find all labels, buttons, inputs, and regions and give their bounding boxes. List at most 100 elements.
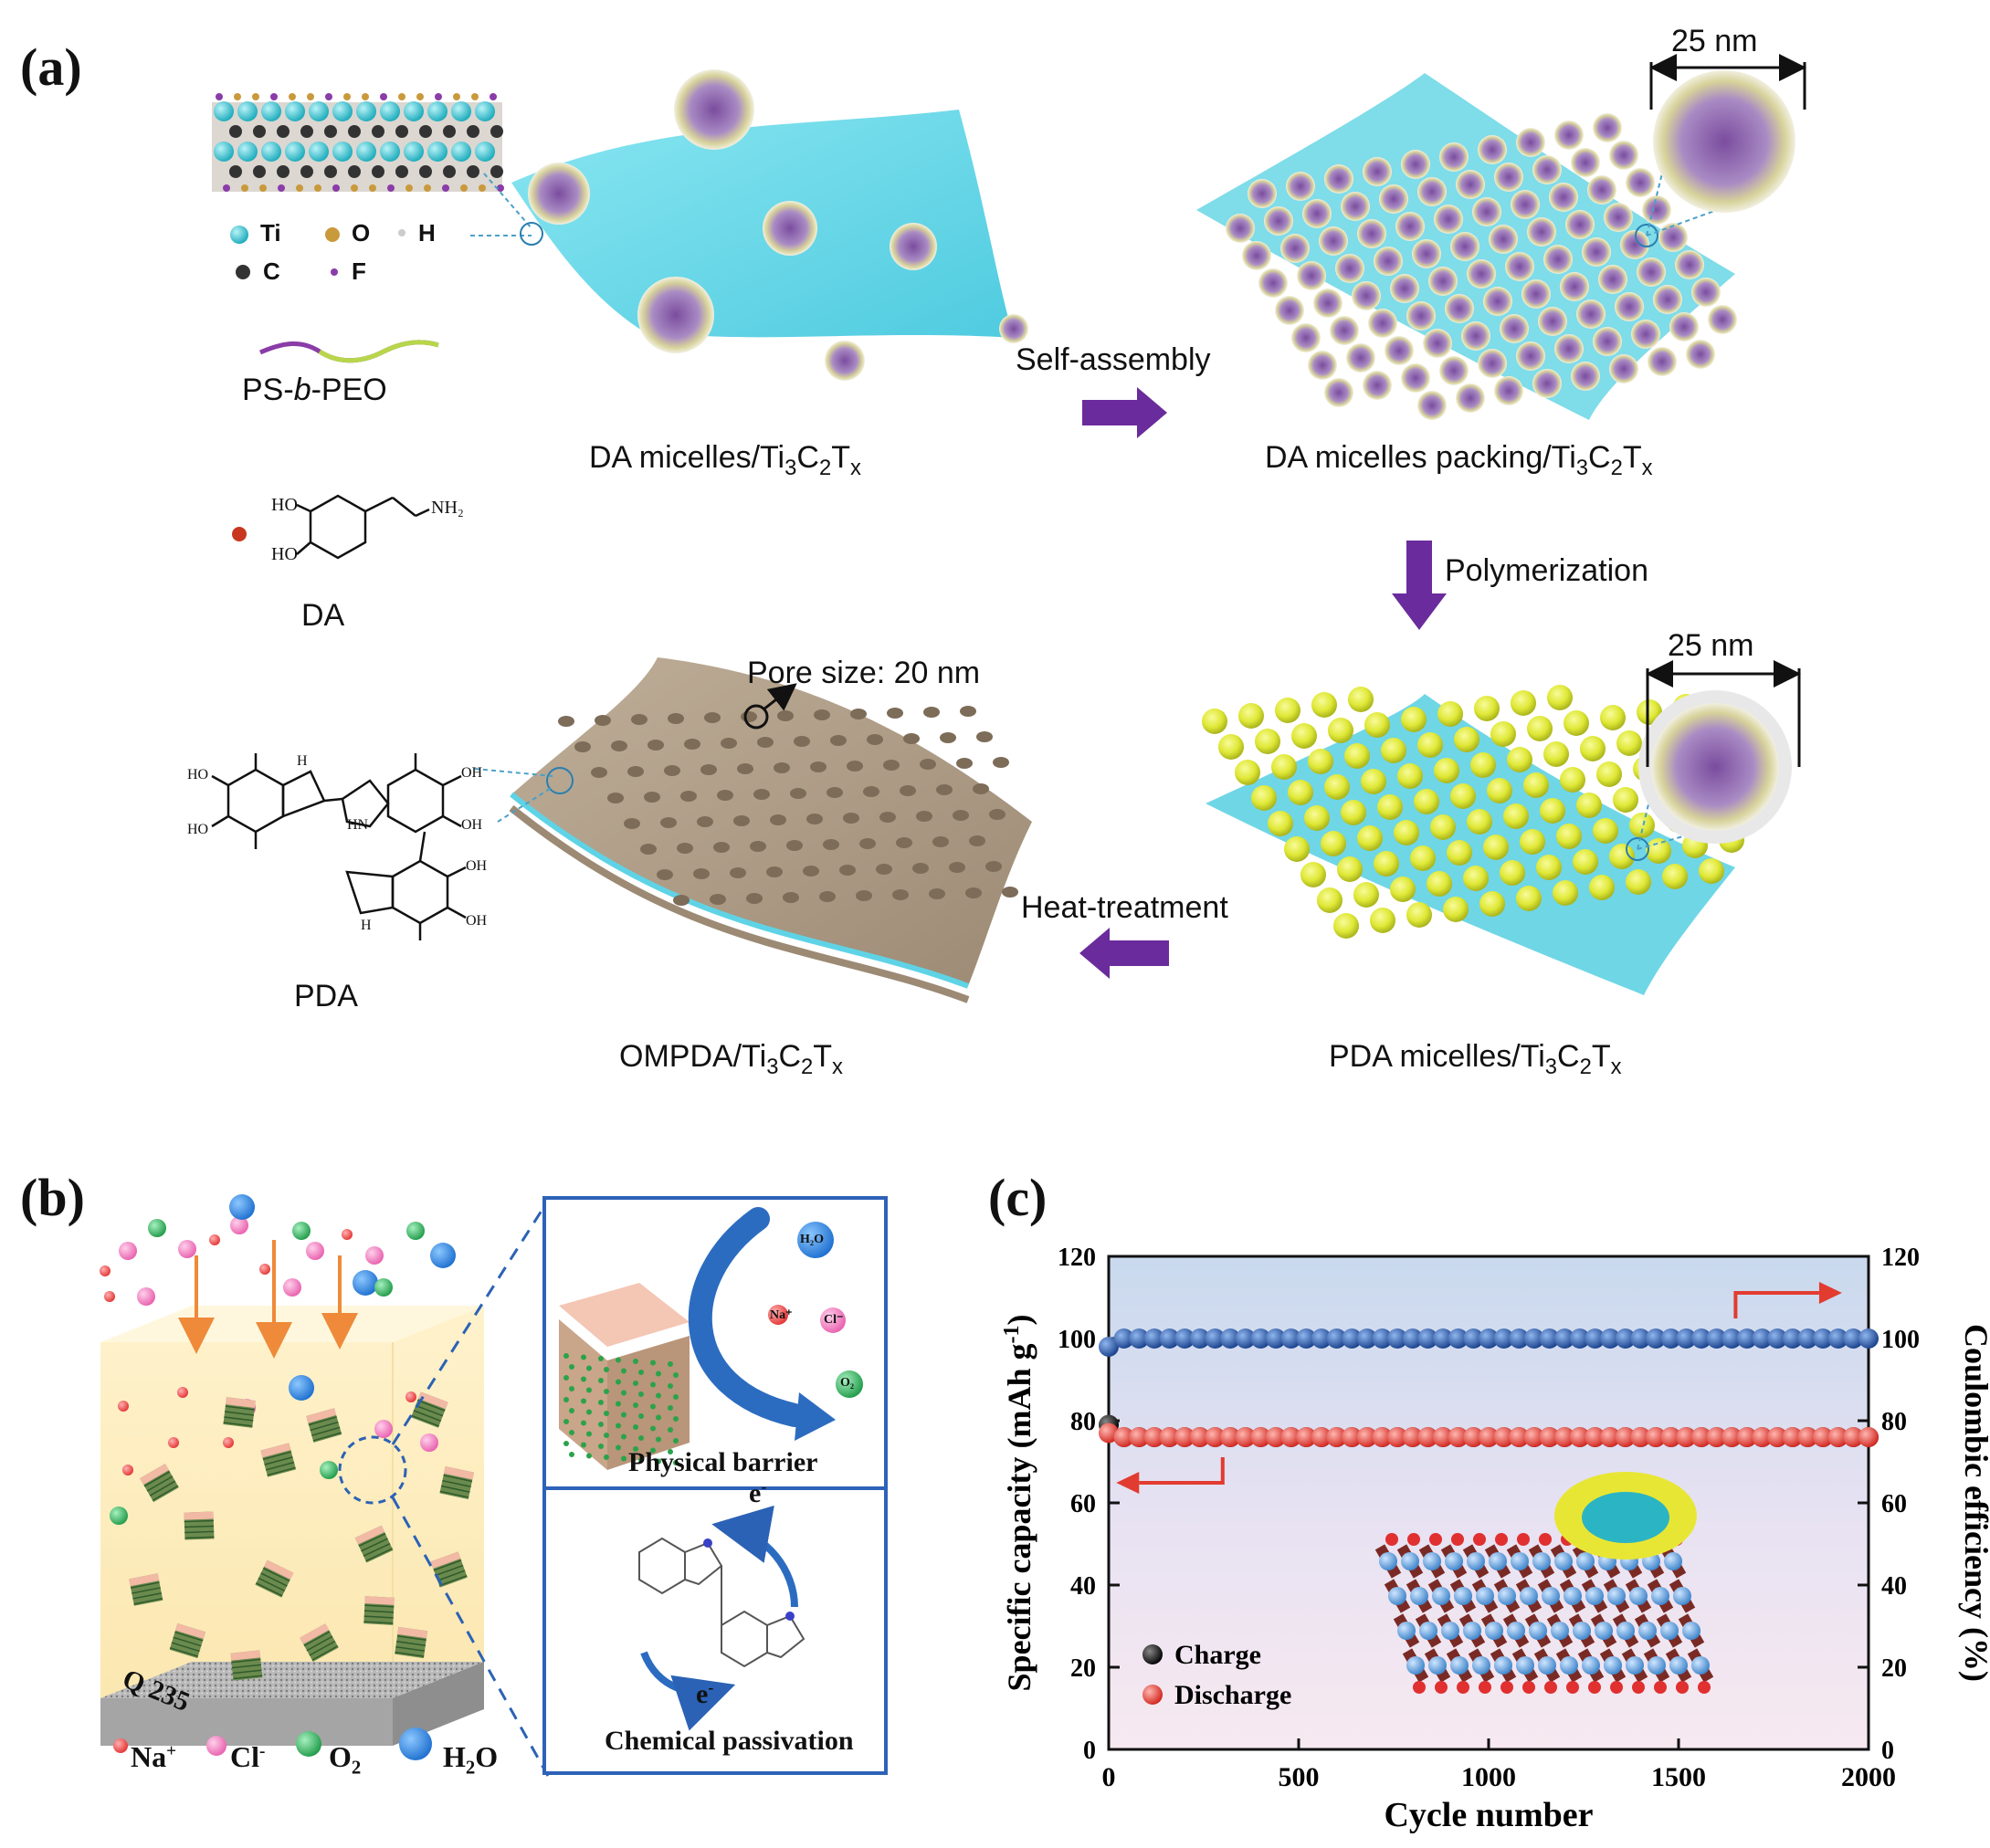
series-1-point bbox=[1827, 1427, 1848, 1447]
dft-atom bbox=[1450, 1656, 1469, 1675]
series-1-point bbox=[1569, 1427, 1590, 1447]
polymer-label: PS-b-PEO bbox=[242, 373, 387, 407]
dft-o-atom bbox=[1610, 1681, 1623, 1694]
flake-dot bbox=[668, 1383, 673, 1389]
pda-sphere bbox=[1311, 692, 1337, 718]
series-1-point bbox=[1099, 1423, 1119, 1444]
packed-micelle bbox=[1532, 369, 1562, 398]
pda-sphere bbox=[1410, 845, 1436, 871]
dft-atom bbox=[1397, 1622, 1416, 1640]
flake-dot bbox=[633, 1359, 638, 1364]
electron-arrow-1 bbox=[711, 1505, 798, 1608]
ompda-pore bbox=[677, 843, 693, 854]
pda-sphere bbox=[1288, 780, 1313, 805]
crystal-surface-atom bbox=[460, 184, 468, 192]
ompda-pore bbox=[766, 866, 783, 877]
packed-micelle bbox=[1439, 356, 1469, 385]
dft-atom bbox=[1554, 1552, 1573, 1570]
flake-dot bbox=[621, 1412, 626, 1418]
ompda-pore bbox=[777, 710, 794, 721]
pda-sphere bbox=[1430, 814, 1456, 840]
flake-dot bbox=[563, 1419, 569, 1424]
pda-sphere bbox=[1268, 811, 1293, 836]
ompda-pore bbox=[684, 739, 700, 750]
flake-dot bbox=[673, 1438, 679, 1444]
ompda-pore bbox=[574, 741, 591, 752]
pda-sphere bbox=[1600, 705, 1626, 730]
flake-dot bbox=[668, 1427, 673, 1433]
ompda-pore bbox=[830, 735, 847, 746]
pda-sphere bbox=[1381, 738, 1406, 763]
legend-c-dot bbox=[236, 265, 250, 279]
flake-dot bbox=[633, 1381, 638, 1386]
packed-micelle bbox=[1543, 245, 1573, 274]
arrow-polymerization bbox=[1392, 541, 1447, 630]
pda-sphere bbox=[1443, 897, 1469, 922]
ompda-pore bbox=[558, 716, 574, 727]
y-tick-label: 60 bbox=[1070, 1490, 1096, 1518]
inset-cl-text: Cl⁻ bbox=[824, 1313, 844, 1327]
pda-sphere bbox=[1447, 840, 1472, 866]
legend-o-label: O bbox=[352, 219, 371, 247]
flake-dot bbox=[650, 1403, 656, 1410]
pda-sphere bbox=[1370, 908, 1395, 933]
pda-sphere bbox=[1699, 858, 1724, 884]
y2-axis-title: Coulombic efficiency (%) bbox=[1958, 1324, 1990, 1682]
ompda-pore bbox=[774, 762, 790, 773]
dft-atom bbox=[1489, 1552, 1507, 1570]
packed-micelle bbox=[1554, 121, 1584, 150]
coating-flake bbox=[260, 1443, 297, 1477]
series-1-point bbox=[1615, 1427, 1636, 1447]
legend-cl-label: Cl- bbox=[230, 1740, 266, 1773]
coating-flake bbox=[363, 1596, 395, 1625]
dft-o-atom bbox=[1479, 1681, 1491, 1694]
flake-dot bbox=[604, 1411, 609, 1416]
micelle-zoom-2 bbox=[1651, 703, 1779, 831]
y-tick-label: 20 bbox=[1070, 1654, 1096, 1683]
packed-micelle bbox=[1609, 354, 1638, 383]
dft-atom bbox=[1576, 1552, 1595, 1570]
flake-dot bbox=[569, 1452, 574, 1457]
series-1-point bbox=[1630, 1427, 1651, 1447]
pda-sphere bbox=[1271, 754, 1297, 780]
packed-micelle bbox=[1538, 307, 1567, 336]
ion-cl bbox=[178, 1240, 196, 1258]
dft-atom bbox=[1529, 1622, 1547, 1640]
panel-b-label: (b) bbox=[20, 1168, 85, 1227]
flake-dot bbox=[650, 1425, 656, 1432]
dft-o-atom bbox=[1676, 1681, 1689, 1694]
series-2-point bbox=[1782, 1328, 1803, 1349]
ompda-pore bbox=[668, 713, 684, 724]
packed-micelle bbox=[1417, 391, 1447, 420]
flake-dot bbox=[633, 1402, 638, 1408]
series-2-point bbox=[1342, 1328, 1363, 1349]
dft-atom bbox=[1428, 1656, 1447, 1675]
flake-dot bbox=[616, 1357, 621, 1363]
flake-dot bbox=[563, 1353, 569, 1359]
flake-dot bbox=[638, 1413, 644, 1419]
packed-micelle bbox=[1379, 184, 1408, 214]
flake-dot bbox=[586, 1365, 592, 1371]
dft-atom bbox=[1454, 1587, 1472, 1605]
series-1-point bbox=[1174, 1427, 1195, 1447]
pda-sphere bbox=[1629, 813, 1655, 838]
ompda-pore bbox=[876, 864, 892, 875]
flake-dot bbox=[598, 1422, 604, 1427]
monomer-label: DA bbox=[301, 598, 345, 633]
packed-micelle bbox=[1291, 323, 1321, 352]
flake-dot bbox=[581, 1398, 586, 1404]
dft-o-atom bbox=[1539, 1533, 1552, 1546]
inset-h2o-icon bbox=[797, 1222, 834, 1258]
dft-o-atom bbox=[1385, 1533, 1398, 1546]
packed-micelle bbox=[1653, 285, 1682, 314]
pda-oh-4: OH bbox=[466, 913, 488, 929]
pda-sphere bbox=[1500, 860, 1525, 886]
flake-dot bbox=[621, 1390, 626, 1396]
packed-micelle bbox=[1313, 289, 1342, 318]
dft-atom bbox=[1626, 1656, 1644, 1675]
pda-sphere bbox=[1487, 778, 1512, 803]
packed-micelle bbox=[1571, 362, 1600, 391]
series-1-point bbox=[1266, 1427, 1287, 1447]
crystal-c-atom bbox=[467, 165, 479, 178]
crystal-c-atom bbox=[229, 165, 242, 178]
